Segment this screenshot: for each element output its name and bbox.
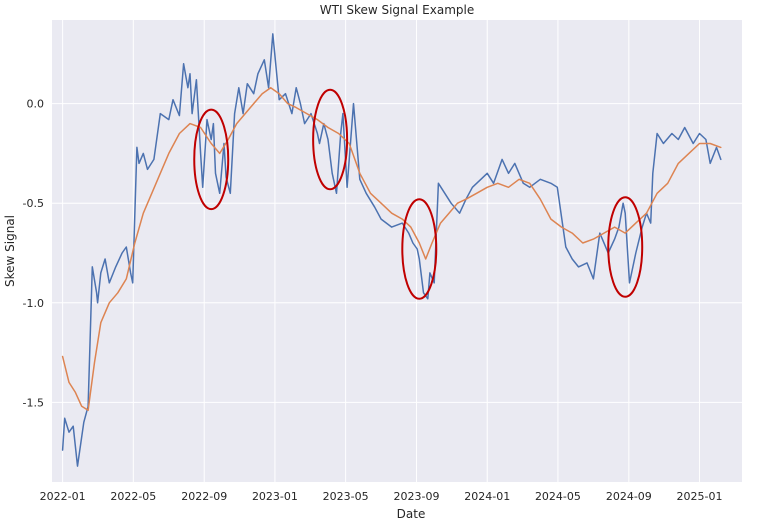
- x-tick-label: 2023-09: [394, 490, 440, 503]
- highlight-ellipse-4: [607, 196, 644, 298]
- x-tick-label: 2022-01: [40, 490, 86, 503]
- grid: [52, 20, 742, 482]
- x-tick-label: 2023-01: [252, 490, 298, 503]
- y-axis-label: Skew Signal: [3, 215, 17, 287]
- x-axis-label: Date: [397, 507, 426, 521]
- highlight-ellipse-2: [312, 88, 349, 191]
- plot-background: [52, 20, 742, 482]
- x-tick-label: 2024-05: [535, 490, 581, 503]
- chart-title: WTI Skew Signal Example: [320, 3, 474, 17]
- highlight-ellipse-3: [401, 198, 438, 300]
- x-tick-label: 2023-05: [323, 490, 369, 503]
- x-tick-label: 2022-05: [110, 490, 156, 503]
- y-tick-label: -0.5: [23, 197, 44, 210]
- y-tick-label: -1.0: [23, 297, 44, 310]
- series-line-smoothed-signal: [61, 86, 722, 412]
- y-axis-ticks: 0.0 -0.5 -1.0 -1.5: [23, 98, 44, 410]
- x-tick-label: 2022-09: [181, 490, 227, 503]
- x-tick-label: 2025-01: [677, 490, 723, 503]
- x-tick-label: 2024-09: [606, 490, 652, 503]
- y-tick-label: -1.5: [23, 396, 44, 409]
- x-axis-ticks: 2022-01 2022-05 2022-09 2023-01 2023-05 2023-…: [40, 490, 723, 503]
- highlight-ellipse-1: [193, 108, 230, 211]
- y-tick-label: 0.0: [27, 98, 45, 111]
- annotation-layer: [193, 88, 644, 300]
- x-tick-label: 2024-01: [464, 490, 510, 503]
